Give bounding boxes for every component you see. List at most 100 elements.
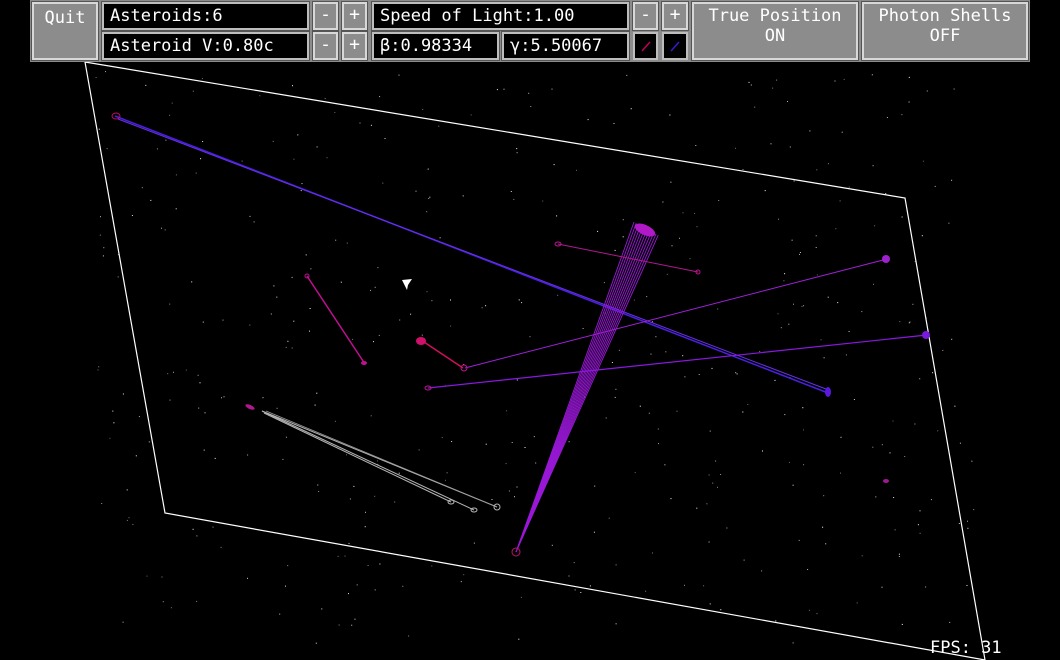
light-speed-decrease-button[interactable]: - [632,1,659,31]
star [967,520,968,522]
star [845,354,847,356]
asteroids-decrease-button[interactable]: - [312,1,339,31]
star [775,620,777,622]
star [370,415,372,417]
star [346,454,347,456]
star [736,373,738,375]
star [451,441,453,442]
star [98,366,100,368]
asteroid-upper-short [554,241,701,275]
star [803,464,805,466]
star [379,563,381,565]
star [196,535,198,537]
photon-shells-toggle[interactable]: Photon Shells OFF [861,1,1029,61]
star [398,472,400,474]
star [445,479,446,481]
star [316,146,318,148]
star [848,331,850,332]
star [815,235,817,237]
star [919,532,921,534]
star [780,327,782,329]
asteroid-velocity-display: Asteroid V:0.80c [101,31,310,61]
star [615,564,617,566]
star [694,212,696,214]
star [597,230,599,232]
star [709,430,711,432]
quit-button[interactable]: Quit [31,1,99,61]
star [639,405,641,407]
star [354,618,356,620]
star [450,299,451,301]
star [622,219,624,221]
star [803,429,804,431]
star [922,160,924,162]
star [792,642,794,644]
star [399,319,401,321]
star [315,642,317,644]
star [377,267,379,269]
star [871,74,873,76]
star [348,593,349,595]
star [658,443,659,445]
star [925,586,927,588]
star [128,517,130,519]
star [840,472,841,474]
star [170,607,172,609]
star [921,235,923,237]
light-speed-increase-button[interactable]: + [661,1,689,31]
star [839,200,841,202]
star [148,441,150,443]
star [788,461,790,463]
star [173,371,174,373]
star [426,291,428,293]
star [582,328,584,329]
star [574,589,576,591]
star [374,286,376,288]
star [799,252,801,253]
star [926,90,928,92]
star [291,276,293,278]
star [199,382,201,384]
star [326,157,328,159]
star [317,484,319,486]
star [352,338,354,340]
star [202,321,204,323]
true-position-toggle[interactable]: True Position ON [691,1,859,61]
velocity-increase-button[interactable]: + [341,31,368,61]
star [429,196,431,198]
star [378,334,380,336]
star [614,249,616,251]
star [285,585,286,587]
star [279,613,281,615]
star [784,273,786,275]
star [518,638,520,640]
star [418,449,420,451]
star [506,410,508,412]
star [665,351,667,353]
star [171,102,173,104]
star [379,96,381,98]
star [696,507,698,509]
star [431,565,433,567]
star [853,399,855,400]
star [919,510,921,512]
star [324,98,326,100]
star [655,336,657,338]
star [169,303,171,305]
star [881,586,883,588]
star [966,585,968,586]
star [715,460,717,462]
star [914,423,916,425]
star [300,190,302,192]
quit-label: Quit [44,8,86,28]
star [937,430,939,432]
star [908,76,910,78]
star [340,281,342,283]
star [772,87,774,89]
star [481,307,483,309]
star [788,323,790,325]
beta-display: β:0.98334 [371,31,500,61]
velocity-decrease-button[interactable]: - [312,31,339,61]
asteroids-increase-button[interactable]: + [341,1,368,31]
